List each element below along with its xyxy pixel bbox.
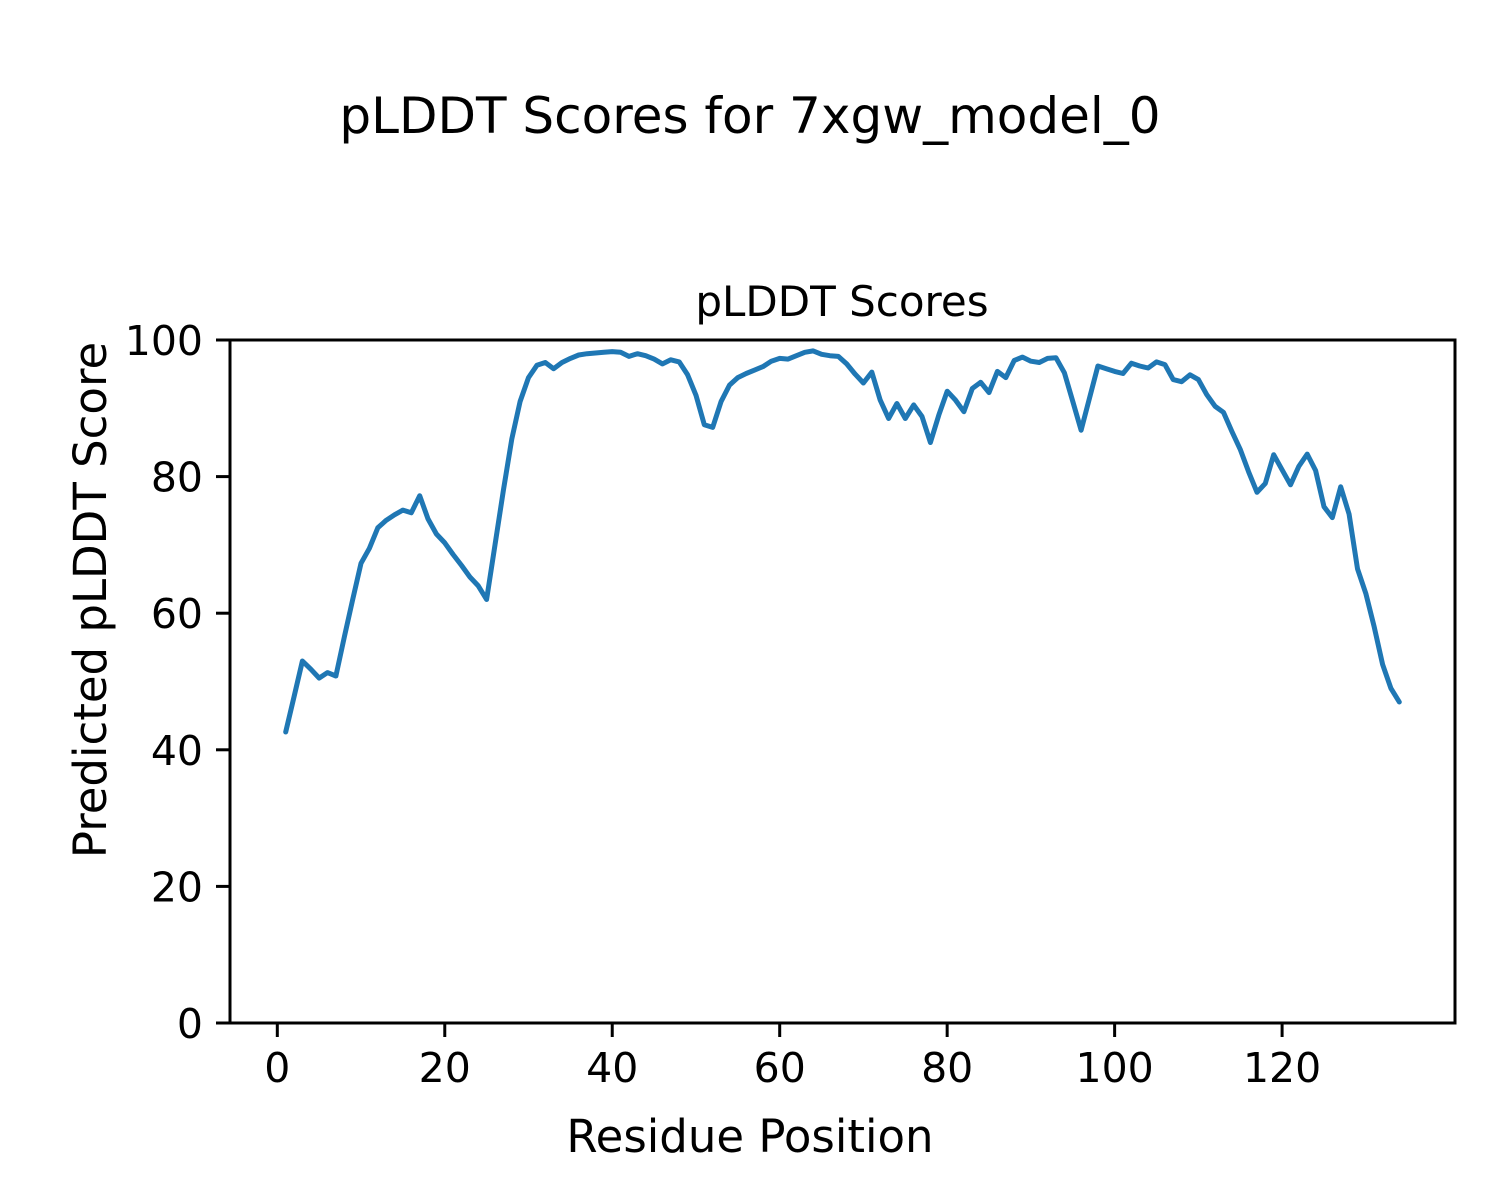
- y-tick-label: 100: [125, 317, 203, 365]
- y-tick-label: 20: [151, 863, 203, 911]
- x-axis-label: Residue Position: [566, 1110, 933, 1163]
- x-tick-label: 120: [1243, 1044, 1321, 1092]
- y-tick-label: 40: [151, 727, 203, 775]
- plddt-line: [283, 348, 1402, 735]
- x-tick-label: 80: [921, 1044, 973, 1092]
- y-tick-label: 80: [151, 454, 203, 502]
- x-tick-label: 40: [586, 1044, 638, 1092]
- y-tick-label: 0: [177, 1000, 203, 1048]
- plot-area: [228, 338, 1457, 1025]
- x-axis-ticks: 0 20 40 60 80 100 120: [264, 1023, 1321, 1092]
- x-tick-label: 60: [754, 1044, 806, 1092]
- y-tick-label: 60: [151, 590, 203, 638]
- x-tick-label: 20: [419, 1044, 471, 1092]
- y-axis-label: Predicted pLDDT Score: [64, 342, 117, 858]
- figure-title: pLDDT Scores for 7xgw_model_0: [339, 87, 1160, 145]
- y-axis-ticks: 0 20 40 60 80 100: [125, 317, 230, 1048]
- x-tick-label: 0: [264, 1044, 290, 1092]
- x-tick-label: 100: [1075, 1044, 1153, 1092]
- axes-title: pLDDT Scores: [695, 277, 988, 326]
